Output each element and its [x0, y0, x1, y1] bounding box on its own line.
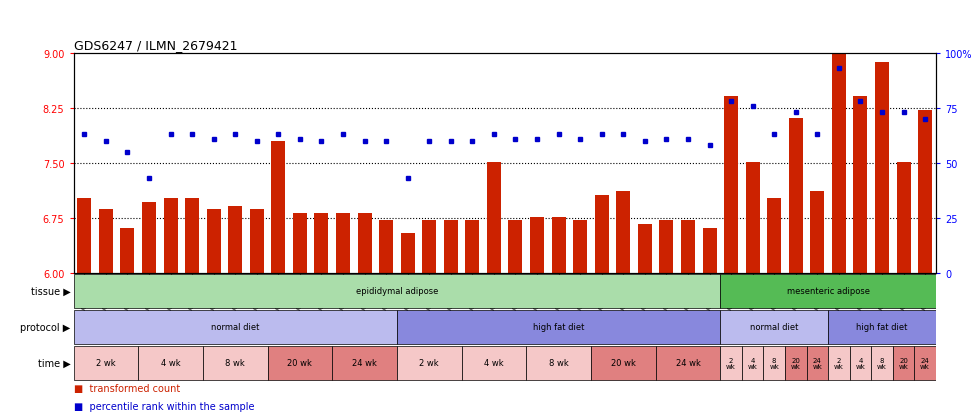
Text: normal diet: normal diet: [750, 323, 799, 332]
Text: 4 wk: 4 wk: [161, 358, 180, 368]
Bar: [656, 346, 720, 380]
Text: 24 wk: 24 wk: [675, 358, 701, 368]
Bar: [207, 210, 220, 273]
Bar: [462, 346, 526, 380]
Text: 2 wk: 2 wk: [419, 358, 439, 368]
Text: 20
wk: 20 wk: [899, 357, 908, 369]
Bar: [185, 199, 199, 273]
Text: high fat diet: high fat diet: [533, 323, 584, 332]
Text: 2
wk: 2 wk: [834, 357, 844, 369]
Bar: [807, 346, 828, 380]
Text: 4
wk: 4 wk: [748, 357, 758, 369]
Bar: [336, 214, 350, 273]
Bar: [99, 210, 113, 273]
Bar: [203, 346, 268, 380]
Bar: [530, 217, 544, 273]
Bar: [616, 191, 630, 273]
Text: protocol ▶: protocol ▶: [21, 322, 71, 332]
Bar: [850, 346, 871, 380]
Bar: [271, 142, 285, 273]
Bar: [763, 346, 785, 380]
Bar: [74, 274, 720, 309]
Text: time ▶: time ▶: [38, 358, 71, 368]
Bar: [74, 346, 138, 380]
Bar: [720, 310, 828, 344]
Text: 24 wk: 24 wk: [352, 358, 377, 368]
Bar: [871, 346, 893, 380]
Bar: [893, 346, 914, 380]
Bar: [785, 346, 807, 380]
Text: 20 wk: 20 wk: [287, 358, 313, 368]
Text: 8
wk: 8 wk: [769, 357, 779, 369]
Bar: [720, 274, 936, 309]
Text: mesenteric adipose: mesenteric adipose: [787, 287, 869, 296]
Bar: [789, 118, 803, 273]
Text: ■  transformed count: ■ transformed count: [74, 383, 179, 393]
Bar: [746, 162, 760, 273]
Text: 8 wk: 8 wk: [225, 358, 245, 368]
Bar: [767, 199, 781, 273]
Text: GDS6247 / ILMN_2679421: GDS6247 / ILMN_2679421: [74, 39, 237, 52]
Text: 24
wk: 24 wk: [812, 357, 822, 369]
Bar: [228, 206, 242, 273]
Bar: [74, 310, 397, 344]
Bar: [142, 202, 156, 273]
Bar: [897, 162, 910, 273]
Bar: [660, 221, 673, 273]
Bar: [487, 162, 501, 273]
Text: high fat diet: high fat diet: [857, 323, 907, 332]
Bar: [854, 96, 867, 273]
Bar: [742, 346, 763, 380]
Bar: [918, 111, 932, 273]
Bar: [397, 346, 462, 380]
Bar: [379, 221, 393, 273]
Bar: [720, 346, 742, 380]
Bar: [638, 224, 652, 273]
Bar: [875, 63, 889, 273]
Bar: [315, 214, 328, 273]
Text: 2
wk: 2 wk: [726, 357, 736, 369]
Text: 20
wk: 20 wk: [791, 357, 801, 369]
Bar: [77, 199, 91, 273]
Text: 4 wk: 4 wk: [484, 358, 504, 368]
Bar: [466, 221, 479, 273]
Bar: [401, 233, 415, 273]
Text: 20 wk: 20 wk: [611, 358, 636, 368]
Bar: [332, 346, 397, 380]
Bar: [828, 310, 936, 344]
Text: normal diet: normal diet: [211, 323, 260, 332]
Bar: [552, 217, 565, 273]
Text: 4
wk: 4 wk: [856, 357, 865, 369]
Bar: [509, 221, 522, 273]
Text: tissue ▶: tissue ▶: [30, 286, 71, 296]
Bar: [591, 346, 656, 380]
Bar: [703, 228, 716, 273]
Bar: [526, 346, 591, 380]
Bar: [250, 210, 264, 273]
Bar: [914, 346, 936, 380]
Bar: [422, 221, 436, 273]
Bar: [681, 221, 695, 273]
Bar: [293, 214, 307, 273]
Text: 8 wk: 8 wk: [549, 358, 568, 368]
Text: ■  percentile rank within the sample: ■ percentile rank within the sample: [74, 401, 254, 411]
Bar: [268, 346, 332, 380]
Bar: [444, 221, 458, 273]
Text: epididymal adipose: epididymal adipose: [356, 287, 438, 296]
Text: 2 wk: 2 wk: [96, 358, 116, 368]
Bar: [828, 346, 850, 380]
Bar: [358, 214, 371, 273]
Bar: [138, 346, 203, 380]
Bar: [724, 96, 738, 273]
Bar: [164, 199, 177, 273]
Bar: [832, 52, 846, 273]
Bar: [573, 221, 587, 273]
Bar: [595, 195, 609, 273]
Bar: [810, 191, 824, 273]
Text: 24
wk: 24 wk: [920, 357, 930, 369]
Bar: [397, 310, 720, 344]
Text: 8
wk: 8 wk: [877, 357, 887, 369]
Bar: [121, 228, 134, 273]
